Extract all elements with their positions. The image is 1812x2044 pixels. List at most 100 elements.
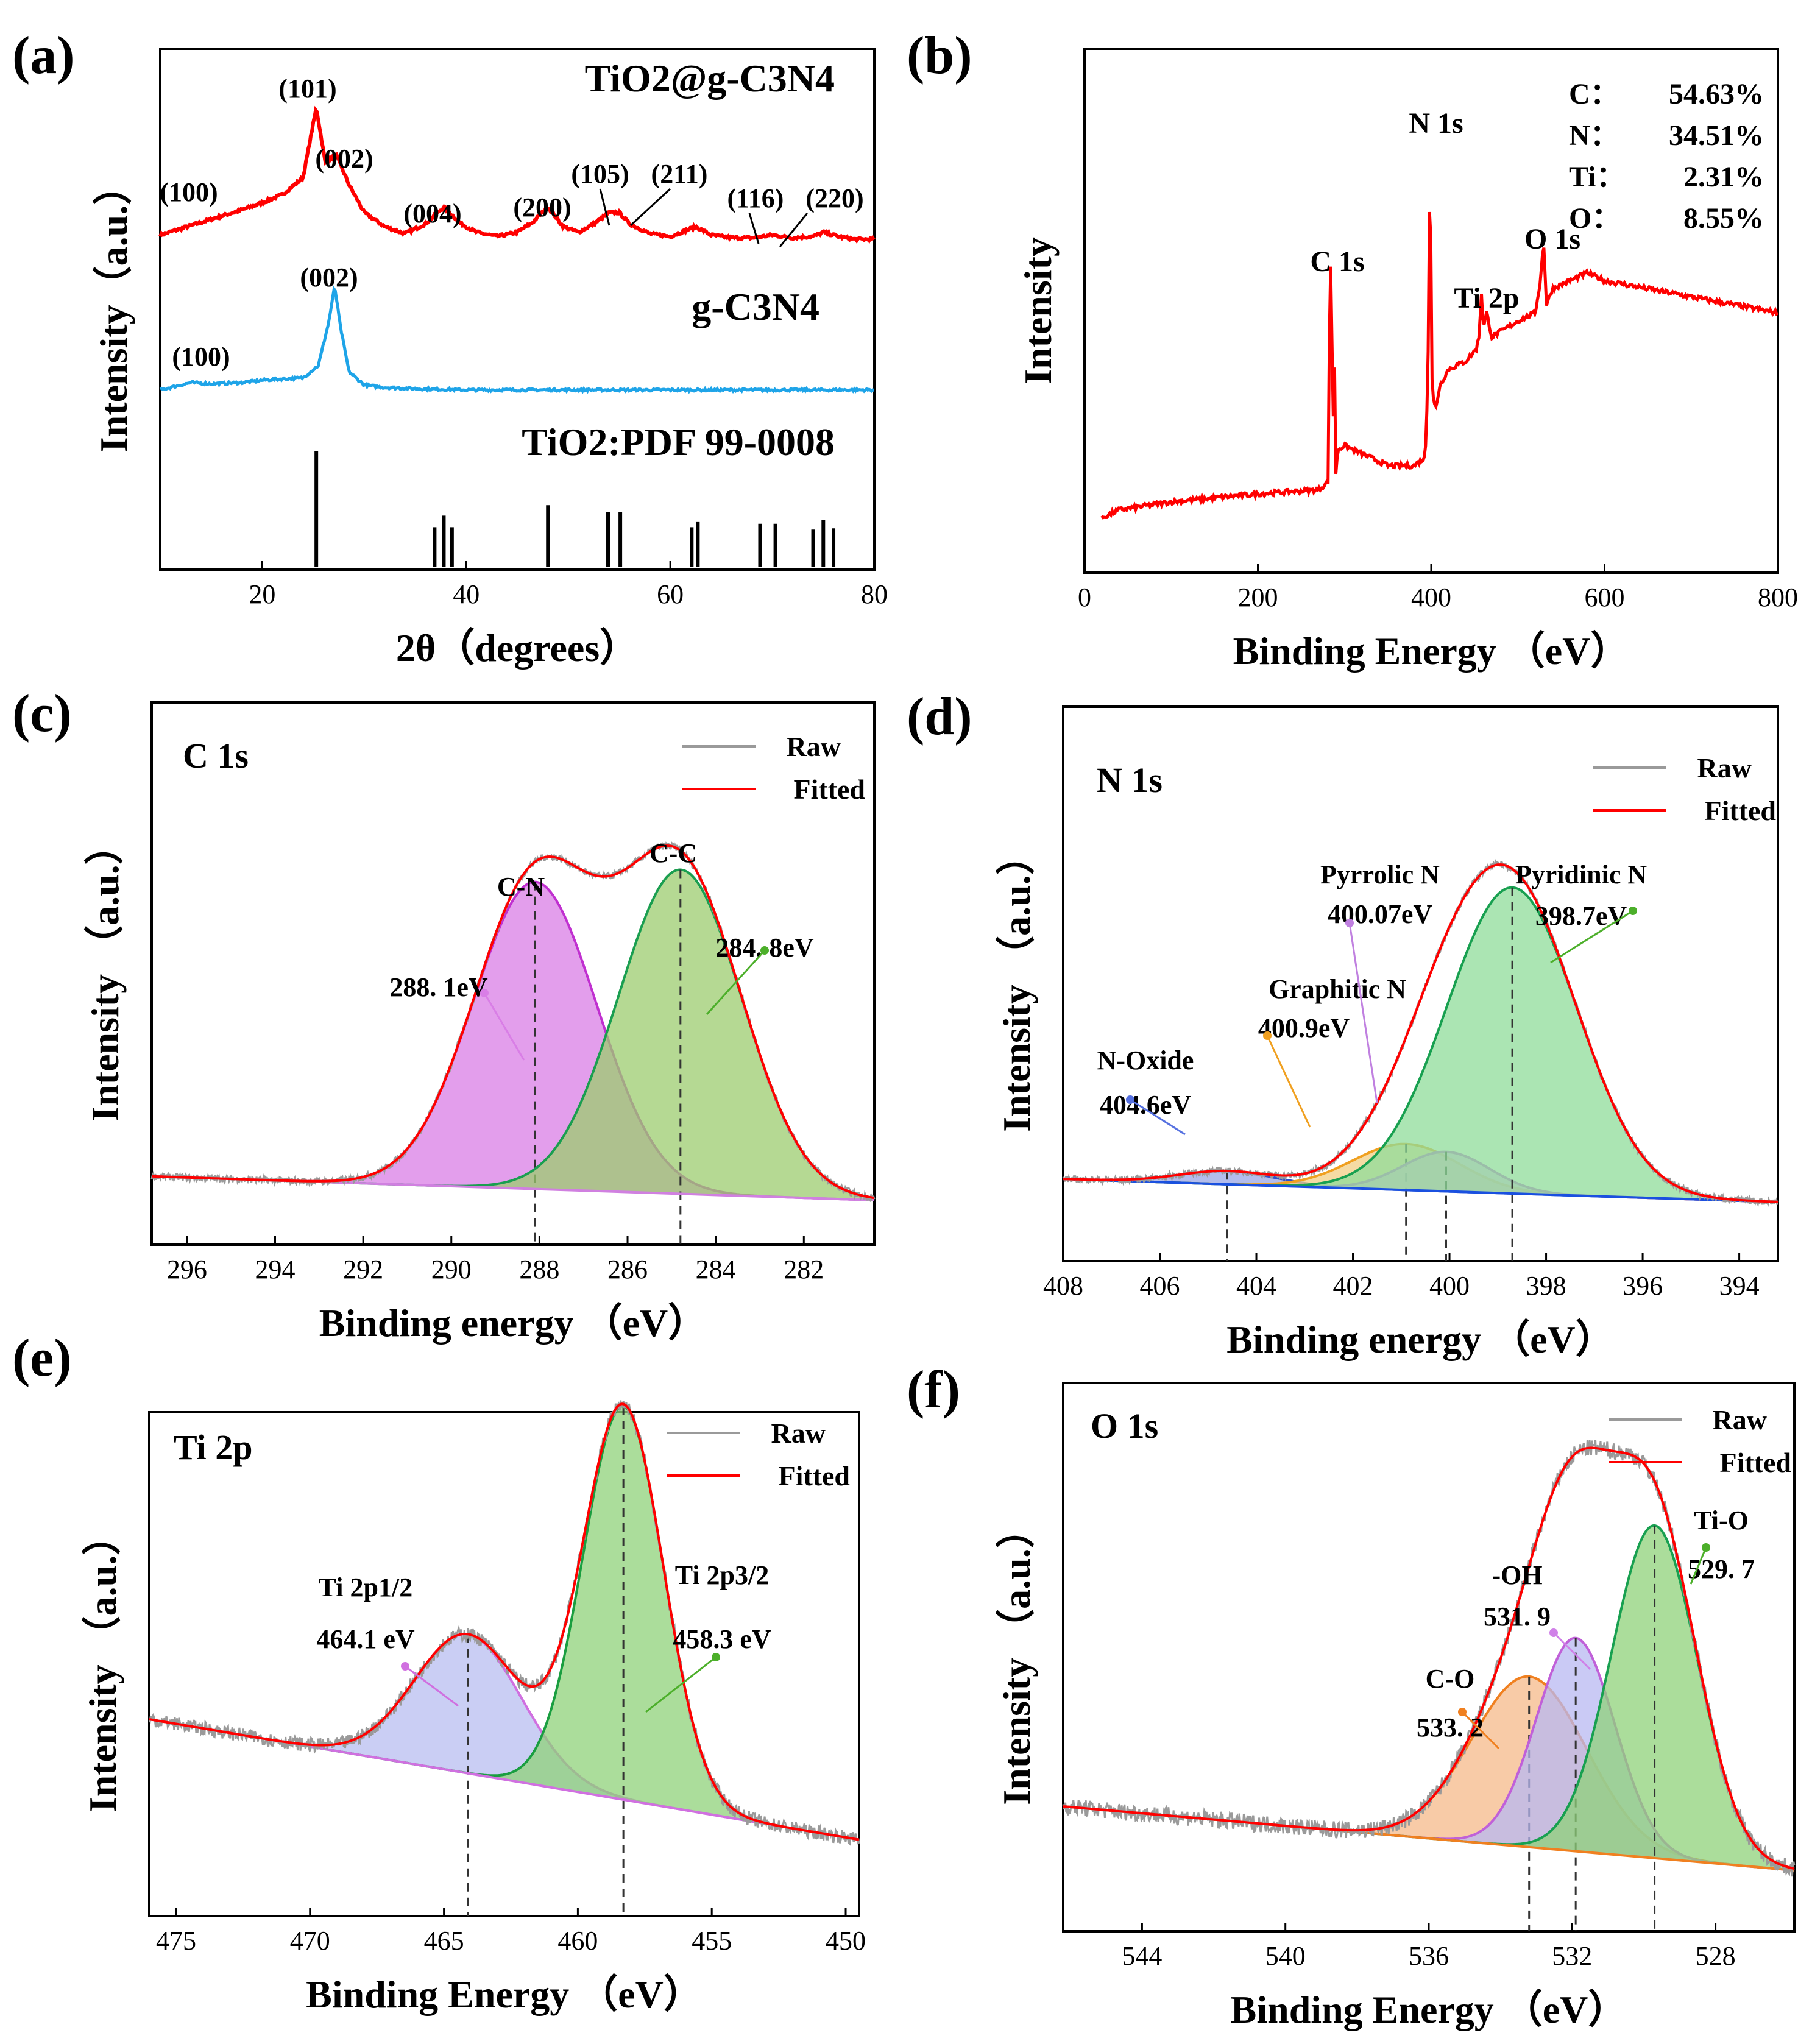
peak-arrow-c [706,949,766,1016]
chart-f: 544 540 536 532 528 Binding Energy （eV） Intens… [995,1382,1796,2031]
peak-label-a: (220) [805,183,863,213]
panel-label-d: (d) [907,687,972,746]
element-peak-label: N 1s [1409,107,1463,140]
x-tick-label-d: 406 [1140,1271,1180,1301]
peak-name-f: Ti-O [1694,1505,1749,1535]
peak-name-e: Ti 2p3/2 [675,1560,769,1590]
peak-position-c: 288. 1eV [389,972,488,1002]
y-axis-label-a: Intensity（a.u.） [92,166,135,452]
peak-arrow-d [1348,922,1378,1103]
panel-label-b: (b) [907,26,972,85]
composition-element: O： [1569,202,1621,235]
peak-arrow-c [483,992,525,1061]
peak-arrow-e [645,1656,717,1713]
peak-position-d: 398.7eV [1535,901,1627,931]
plot-frame-a [159,48,876,571]
legend-label-raw: Raw [1713,1404,1767,1435]
peak-label-a: (211) [651,159,708,189]
series-line-tio2-gc3n4 [158,105,876,244]
y-axis-label-f: Intensity （a.u.） [995,1509,1038,1805]
x-axis-label-c: Binding energy （eV） [319,1301,707,1345]
peak-position-d: 400.9eV [1258,1013,1350,1043]
composition-element: N： [1569,119,1619,152]
peak-label-a: (004) [403,199,461,228]
plot-frame-c [150,701,876,1246]
y-axis-label-b: Intensity [1016,237,1060,384]
peak-arrow-head-d [1345,919,1354,927]
legend-label-raw: Raw [1697,752,1752,783]
peak-name-f: -OH [1492,1560,1542,1590]
x-axis-label-d: Binding energy （eV） [1226,1318,1614,1361]
legend-label-fitted: Fitted [1719,1447,1791,1478]
x-tick-label-c: 286 [607,1254,648,1284]
annotation-arrow [599,188,610,226]
x-tick-label-b: 0 [1078,582,1091,612]
x-tick-label-f: 536 [1409,1941,1449,1971]
curve-label-reference: TiO2:PDF 99-0008 [522,420,835,464]
y-axis-label-c: Intensity （a.u.） [83,826,127,1121]
peak-arrow-f [1690,1547,1707,1585]
plot-frame-e [148,1411,860,1917]
x-tick-label-f: 532 [1552,1941,1592,1971]
x-tick-label-c: 290 [431,1254,472,1284]
chart-a: 20 40 60 80 2θ（degrees） Intensity（a.u.） TiO2@g… [92,48,888,670]
composition-value: 8.55% [1683,202,1764,235]
x-tick-label-c: 294 [255,1254,295,1284]
x-axis-label-a: 2θ（degrees） [396,626,639,670]
composition-value: 34.51% [1669,119,1764,152]
fitted-line-c [152,844,875,1200]
peak-name-d: N-Oxide [1097,1045,1194,1075]
peak-arrow-e [405,1665,459,1707]
plot-frame-d [1062,705,1779,1262]
peak-position-f: 531. 9 [1484,1602,1551,1632]
peak-arrow-head-f [1458,1708,1467,1716]
x-tick-label-f: 540 [1265,1941,1306,1971]
x-tick-label-c: 292 [343,1254,383,1284]
peak-label-a: (200) [513,193,571,222]
peak-arrow-head-d [1126,1095,1134,1104]
x-tick-label-b: 800 [1758,582,1798,612]
x-tick-label-c: 296 [167,1254,207,1284]
peak-name-c: C-C [649,838,697,868]
peak-arrow-f [1461,1711,1500,1750]
legend-label-raw: Raw [787,731,841,762]
element-peak-label: C 1s [1310,246,1364,278]
x-tick-label-d: 398 [1526,1271,1566,1301]
x-tick-label-c: 288 [519,1254,559,1284]
peak-arrow-head-d [1629,907,1637,915]
plot-title-d: N 1s [1097,760,1163,800]
plot-title-f: O 1s [1091,1406,1158,1446]
peak-label-a: (116) [727,183,784,213]
x-tick-label-d: 402 [1333,1271,1373,1301]
element-peak-label: O 1s [1524,223,1580,255]
x-tick-label-b: 600 [1585,582,1625,612]
curve-label-gc3n4: g-C3N4 [692,285,819,328]
chart-d: 408 406 404 402 400 398 396 394 Binding energy （… [995,705,1779,1361]
peak-arrow-d [1130,1098,1186,1136]
x-axis-label-f: Binding Energy （eV） [1231,1988,1627,2031]
peak-label-a: (101) [278,74,336,104]
x-tick-label-f: 528 [1696,1941,1736,1971]
chart-b: 0 200 400 600 800 Binding Energy （eV） Intensit… [1016,48,1798,673]
peak-name-c: C-N [497,872,545,902]
x-tick-label-a: 60 [657,579,684,609]
peak-position-f: 529. 7 [1688,1554,1755,1584]
peak-arrow-head-f [1549,1628,1558,1637]
x-tick-label-d: 396 [1623,1271,1663,1301]
x-tick-label-b: 400 [1411,582,1451,612]
peak-fill-e [149,1406,859,1840]
peak-position-e: 464.1 eV [316,1624,415,1654]
x-tick-label-a: 80 [861,579,888,609]
legend-label-fitted: Fitted [778,1460,850,1491]
peak-fill-e [149,1634,859,1840]
chart-e: 475 470 465 460 455 450 Binding Energy （eV） Int… [81,1400,866,2016]
x-axis-label-e: Binding Energy （eV） [306,1973,703,2016]
x-tick-label-d: 404 [1236,1271,1276,1301]
legend-label-fitted: Fitted [793,774,865,805]
peak-arrow-head-e [712,1653,720,1661]
peak-name-d: Pyridinic N [1515,860,1647,889]
peak-position-d: 404.6eV [1100,1090,1192,1120]
x-tick-label-c: 282 [784,1254,824,1284]
peak-label-a: (100) [172,342,230,372]
